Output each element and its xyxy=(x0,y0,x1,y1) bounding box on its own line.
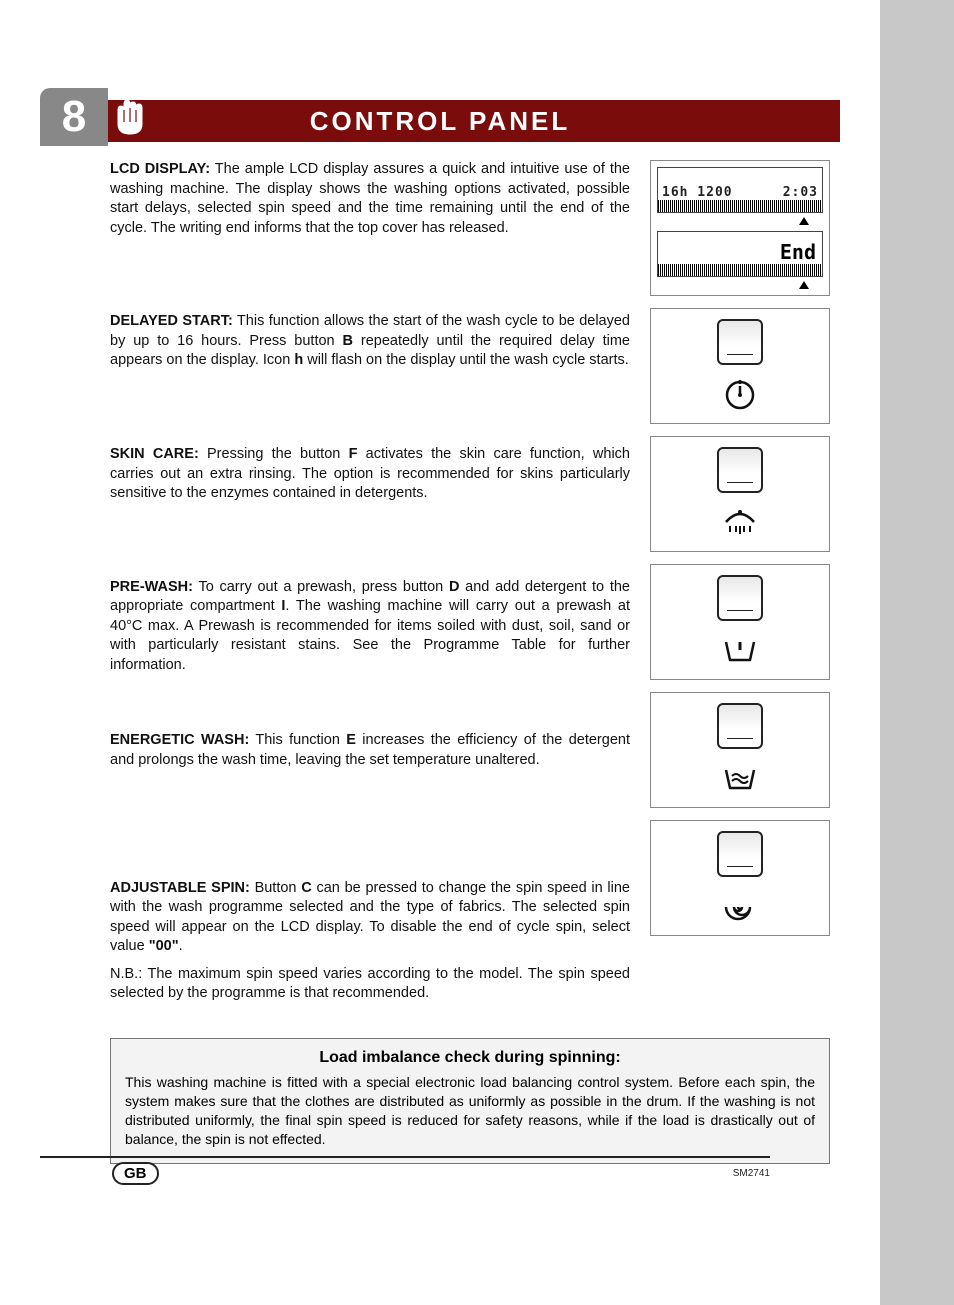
lcd-lead: LCD DISPLAY: xyxy=(110,161,210,177)
lcd-left: 16h 1200 xyxy=(662,185,733,200)
callout-title: Load imbalance check during spinning: xyxy=(125,1049,815,1067)
barcode-2 xyxy=(658,264,822,276)
button-glyph xyxy=(717,831,763,877)
spin-lead: ADJUSTABLE SPIN: xyxy=(110,880,250,896)
skin-paragraph: SKIN CARE: Pressing the button F activat… xyxy=(110,445,630,504)
text-column: LCD DISPLAY: The ample LCD display assur… xyxy=(110,160,630,1012)
lcd-right: 2:03 xyxy=(783,185,818,200)
spin-paragraph: ADJUSTABLE SPIN: Button C can be pressed… xyxy=(110,879,630,957)
prewash-lead: PRE-WASH: xyxy=(110,579,193,595)
shower-icon xyxy=(718,505,762,541)
document-code: SM2741 xyxy=(733,1168,770,1179)
clock-icon xyxy=(723,377,757,413)
header-bar: CONTROL PANEL xyxy=(40,100,840,142)
button-glyph xyxy=(717,319,763,365)
callout-box: Load imbalance check during spinning: Th… xyxy=(110,1038,830,1164)
spin-nb: N.B.: The maximum spin speed varies acco… xyxy=(110,965,630,1004)
header-title: CONTROL PANEL xyxy=(310,106,570,137)
icon-column: 16h 1200 2:03 End xyxy=(650,160,830,1012)
button-glyph xyxy=(717,447,763,493)
energetic-lead: ENERGETIC WASH: xyxy=(110,732,249,748)
lcd-screen-1: 16h 1200 2:03 xyxy=(657,167,823,213)
callout-body: This washing machine is fitted with a sp… xyxy=(125,1073,815,1149)
page-number: 8 xyxy=(62,92,86,142)
button-glyph xyxy=(717,703,763,749)
arrow-up-icon-2 xyxy=(799,281,809,289)
page: 8 CONTROL PANEL LCD DISPLAY: The ample L… xyxy=(0,0,880,1305)
footer: GB SM2741 xyxy=(40,1156,770,1185)
delayed-paragraph: DELAYED START: This function allows the … xyxy=(110,312,630,371)
lcd-screen-2: End xyxy=(657,231,823,277)
spiral-icon xyxy=(723,889,757,925)
button-glyph xyxy=(717,575,763,621)
lcd-display-panel: 16h 1200 2:03 End xyxy=(650,160,830,296)
side-strip xyxy=(880,0,954,1305)
delayed-start-icon-box xyxy=(650,308,830,424)
skin-lead: SKIN CARE: xyxy=(110,446,199,462)
lcd-paragraph: LCD DISPLAY: The ample LCD display assur… xyxy=(110,160,630,238)
energetic-icon-box xyxy=(650,692,830,808)
tub-wave-icon xyxy=(720,761,760,797)
delayed-lead: DELAYED START: xyxy=(110,313,233,329)
lcd-end-text: End xyxy=(658,240,822,264)
content-area: LCD DISPLAY: The ample LCD display assur… xyxy=(0,160,880,1012)
skin-care-icon-box xyxy=(650,436,830,552)
prewash-icon-box xyxy=(650,564,830,680)
prewash-paragraph: PRE-WASH: To carry out a prewash, press … xyxy=(110,578,630,676)
energetic-paragraph: ENERGETIC WASH: This function E increase… xyxy=(110,731,630,770)
arrow-up-icon xyxy=(799,217,809,225)
page-number-tab: 8 xyxy=(40,88,108,146)
spin-icon-box xyxy=(650,820,830,936)
language-badge: GB xyxy=(112,1162,159,1185)
barcode-1 xyxy=(658,200,822,212)
tub-one-icon xyxy=(720,633,760,669)
hand-icon xyxy=(108,94,152,143)
